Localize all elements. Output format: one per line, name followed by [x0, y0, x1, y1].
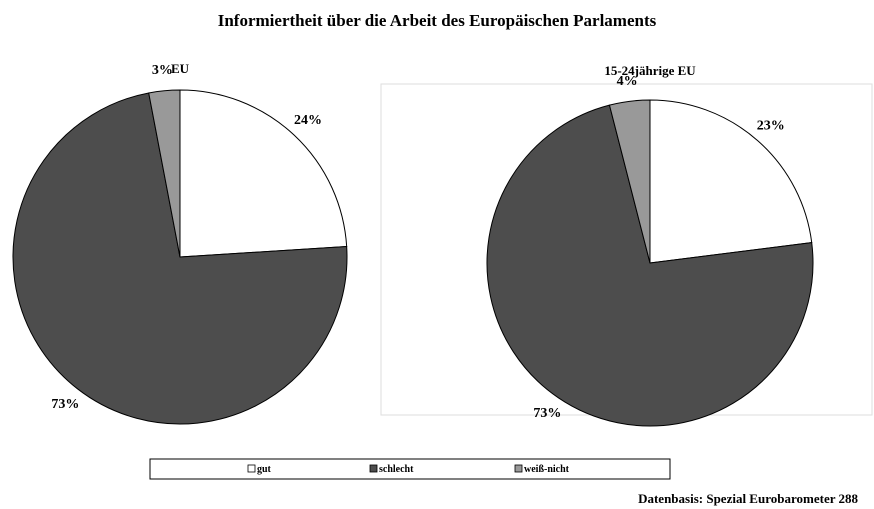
pie-slice	[649, 99, 813, 264]
legend-swatch	[247, 464, 256, 473]
pie-slice	[148, 89, 181, 258]
legend-swatch	[514, 464, 523, 473]
value-label: 73%	[533, 406, 561, 421]
value-label: 4%	[617, 74, 638, 89]
pie-title: EU	[171, 61, 190, 76]
pie-slice	[179, 89, 348, 258]
value-label: 24%	[294, 113, 322, 128]
legend-swatch	[369, 464, 378, 473]
value-label: 23%	[757, 118, 785, 133]
pie-slice	[486, 104, 814, 427]
legend	[149, 458, 671, 480]
legend-label: weiß-nicht	[524, 464, 570, 475]
legend-label: gut	[257, 464, 272, 475]
pie-slice	[12, 92, 348, 425]
pie-title: 15-24jährige EU	[604, 63, 696, 78]
source-note: Datenbasis: Spezial Eurobarometer 288	[638, 491, 858, 506]
pie-slice	[608, 99, 651, 264]
chart-title: Informiertheit über die Arbeit des Europ…	[218, 11, 657, 30]
value-label: 73%	[51, 397, 79, 412]
value-label: 3%	[152, 63, 173, 78]
legend-label: schlecht	[379, 464, 414, 475]
